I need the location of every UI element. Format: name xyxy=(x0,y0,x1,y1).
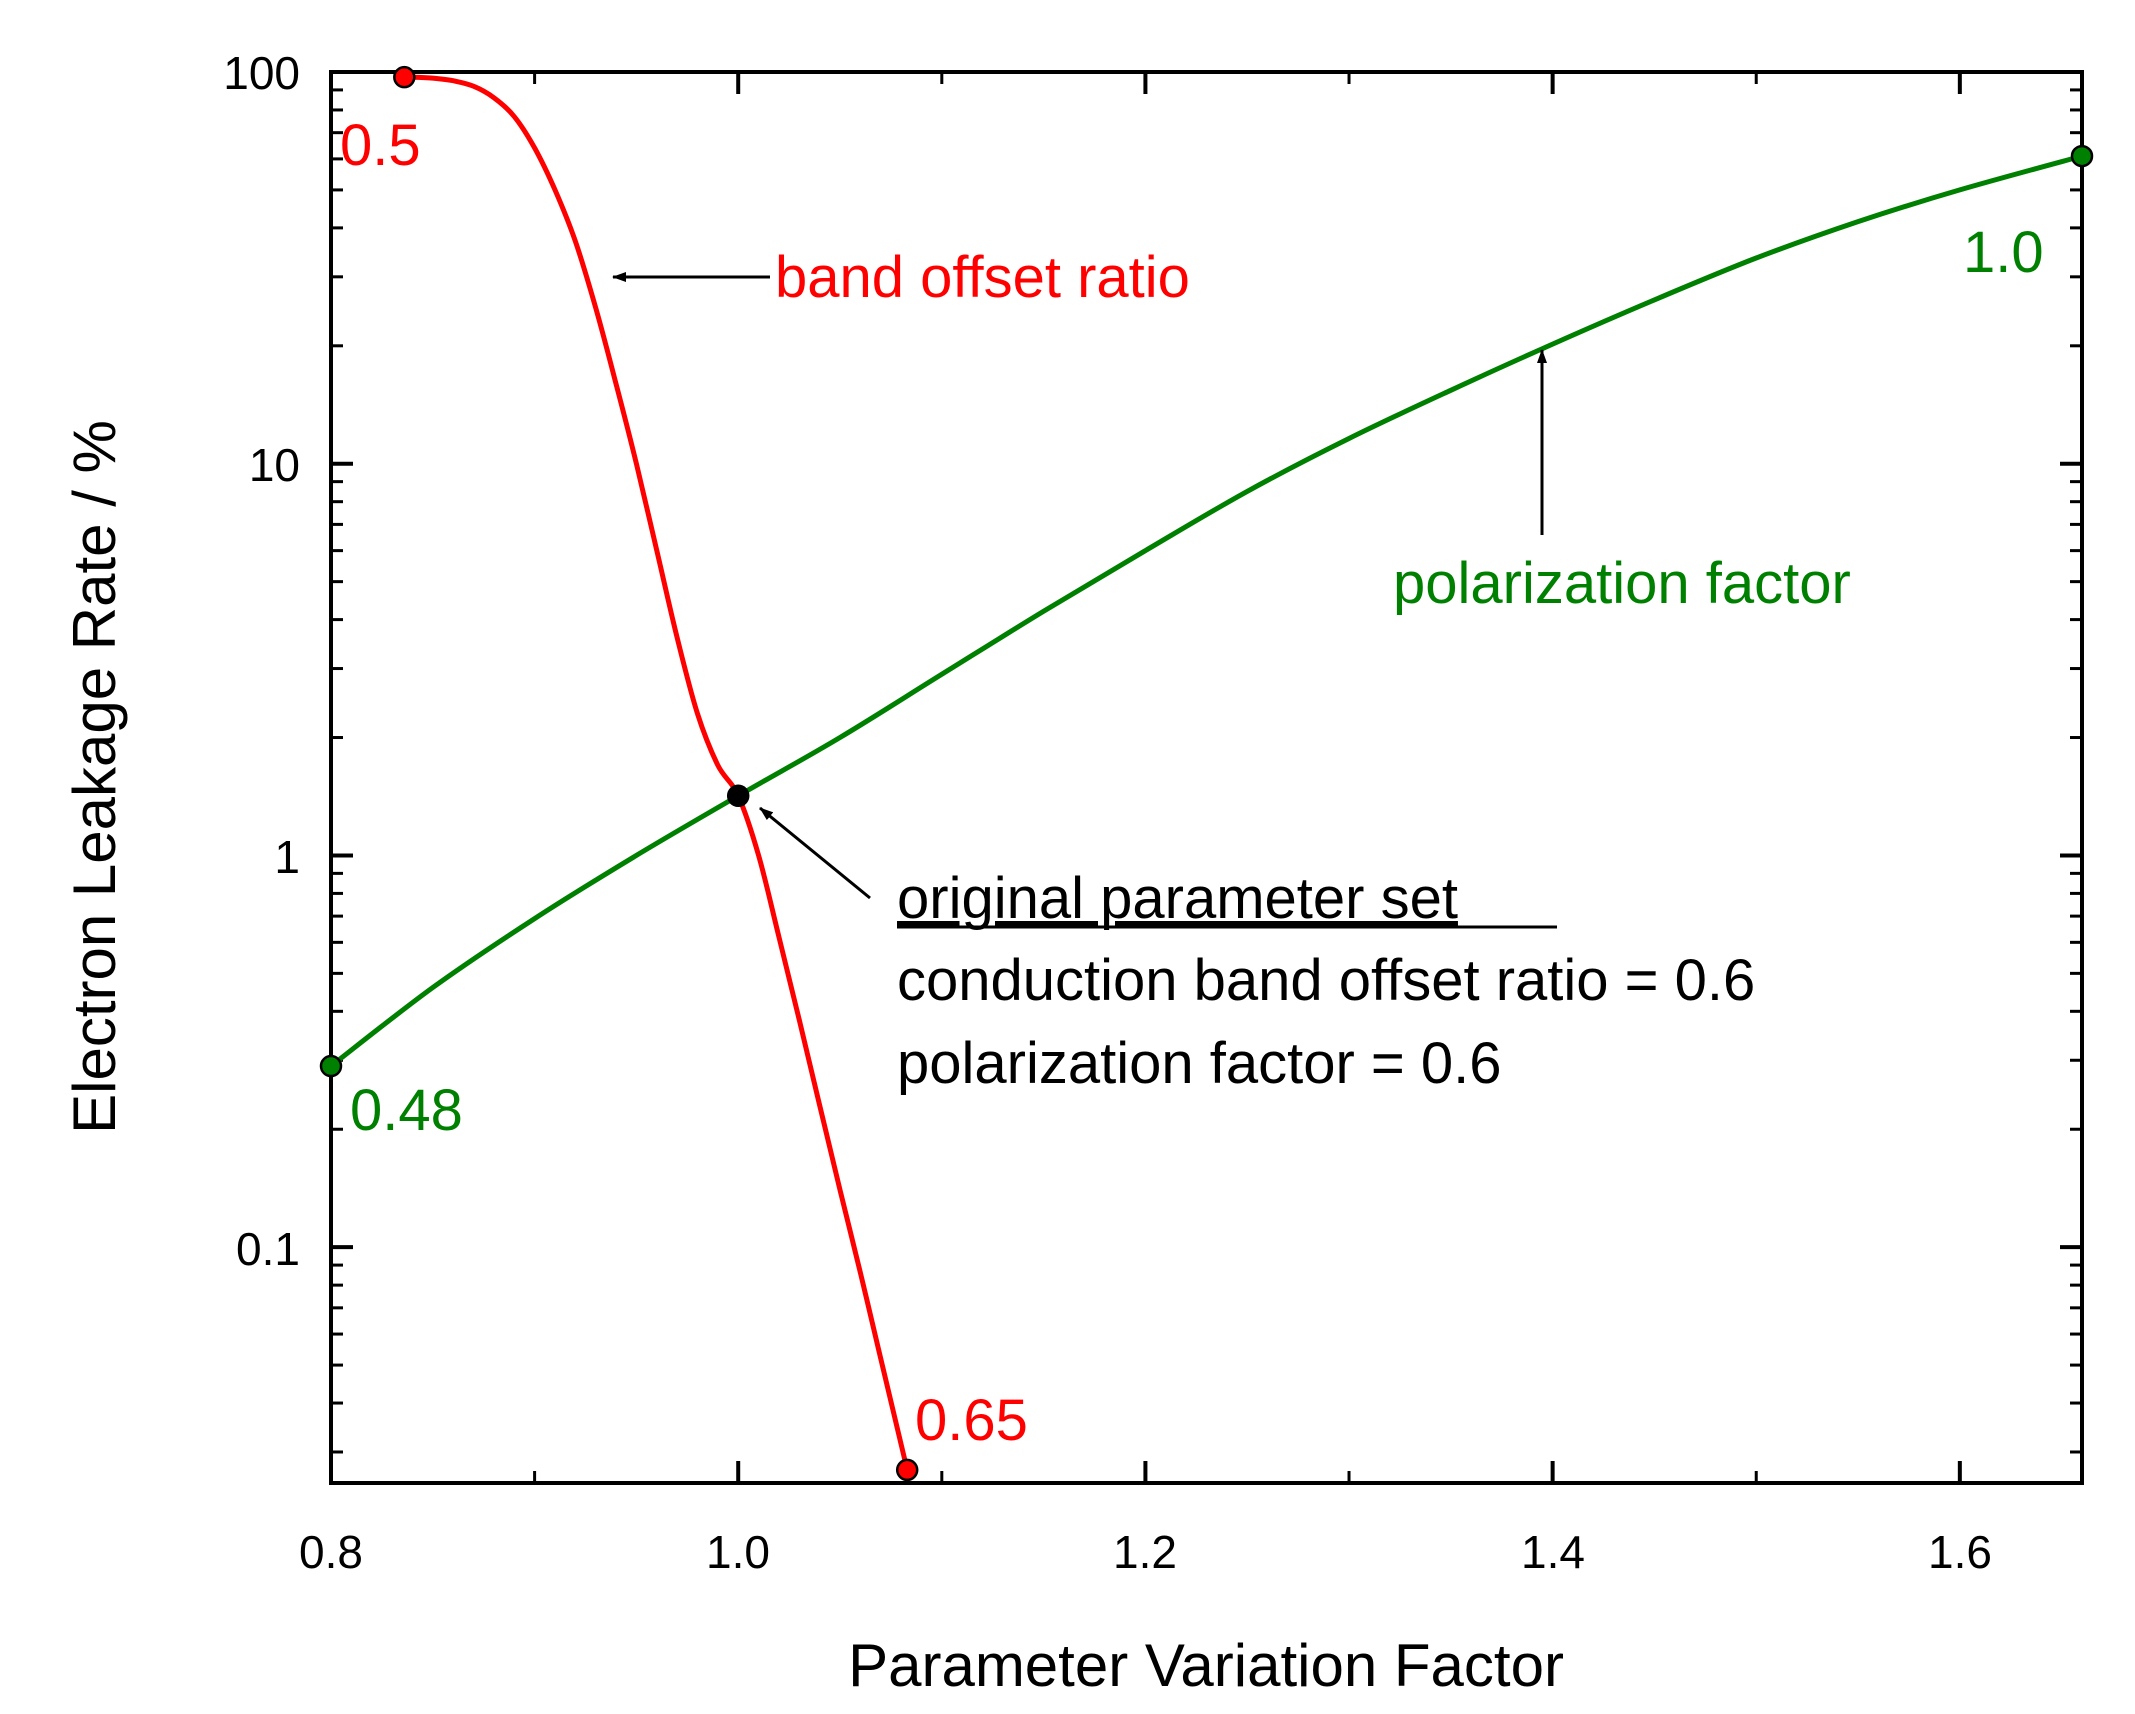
y-axis-title: Electron Leakage Rate / % xyxy=(61,420,128,1134)
x-tick-label: 1.2 xyxy=(1113,1526,1177,1578)
polarization-factor-label: polarization factor xyxy=(1393,551,1851,616)
point-label-0.48: 0.48 xyxy=(350,1078,463,1143)
data-point-marker xyxy=(2070,144,2094,168)
plot-frame xyxy=(329,70,2084,1485)
series-layer xyxy=(329,74,2083,1471)
data-point-marker xyxy=(895,1458,919,1482)
point-label-0.5: 0.5 xyxy=(340,113,421,178)
x-tick-label: 1.0 xyxy=(706,1526,770,1578)
original-line-2: polarization factor = 0.6 xyxy=(897,1031,1502,1096)
point-label-1.0: 1.0 xyxy=(1963,220,2044,285)
original-parameter-set-title: original parameter set xyxy=(897,866,1458,931)
point-label-0.65: 0.65 xyxy=(915,1388,1028,1453)
x-tick-label: 1.6 xyxy=(1928,1526,1992,1578)
y-tick-label: 0.1 xyxy=(236,1223,300,1275)
data-point-marker xyxy=(726,784,750,808)
x-tick-label: 1.4 xyxy=(1521,1526,1585,1578)
points-layer xyxy=(319,65,2094,1482)
y-tick-label: 100 xyxy=(223,47,300,99)
tick-marks xyxy=(329,70,2082,1483)
original-line-1: conduction band offset ratio = 0.6 xyxy=(897,948,1755,1013)
y-tick-label: 10 xyxy=(249,439,300,491)
original-arrow xyxy=(759,806,871,900)
series-line-polarization-factor xyxy=(329,153,2083,1068)
y-tick-labels: 0.1 1 10 100 xyxy=(223,47,300,1275)
x-tick-labels: 0.8 1.0 1.2 1.4 1.6 xyxy=(299,1526,1992,1578)
x-axis-title: Parameter Variation Factor xyxy=(848,1632,1564,1699)
series-line-band-offset-ratio xyxy=(404,74,910,1471)
data-point-marker xyxy=(319,1054,343,1078)
y-tick-label: 1 xyxy=(274,831,300,883)
band-offset-ratio-label: band offset ratio xyxy=(775,245,1190,310)
x-tick-label: 0.8 xyxy=(299,1526,363,1578)
data-point-marker xyxy=(393,65,416,89)
